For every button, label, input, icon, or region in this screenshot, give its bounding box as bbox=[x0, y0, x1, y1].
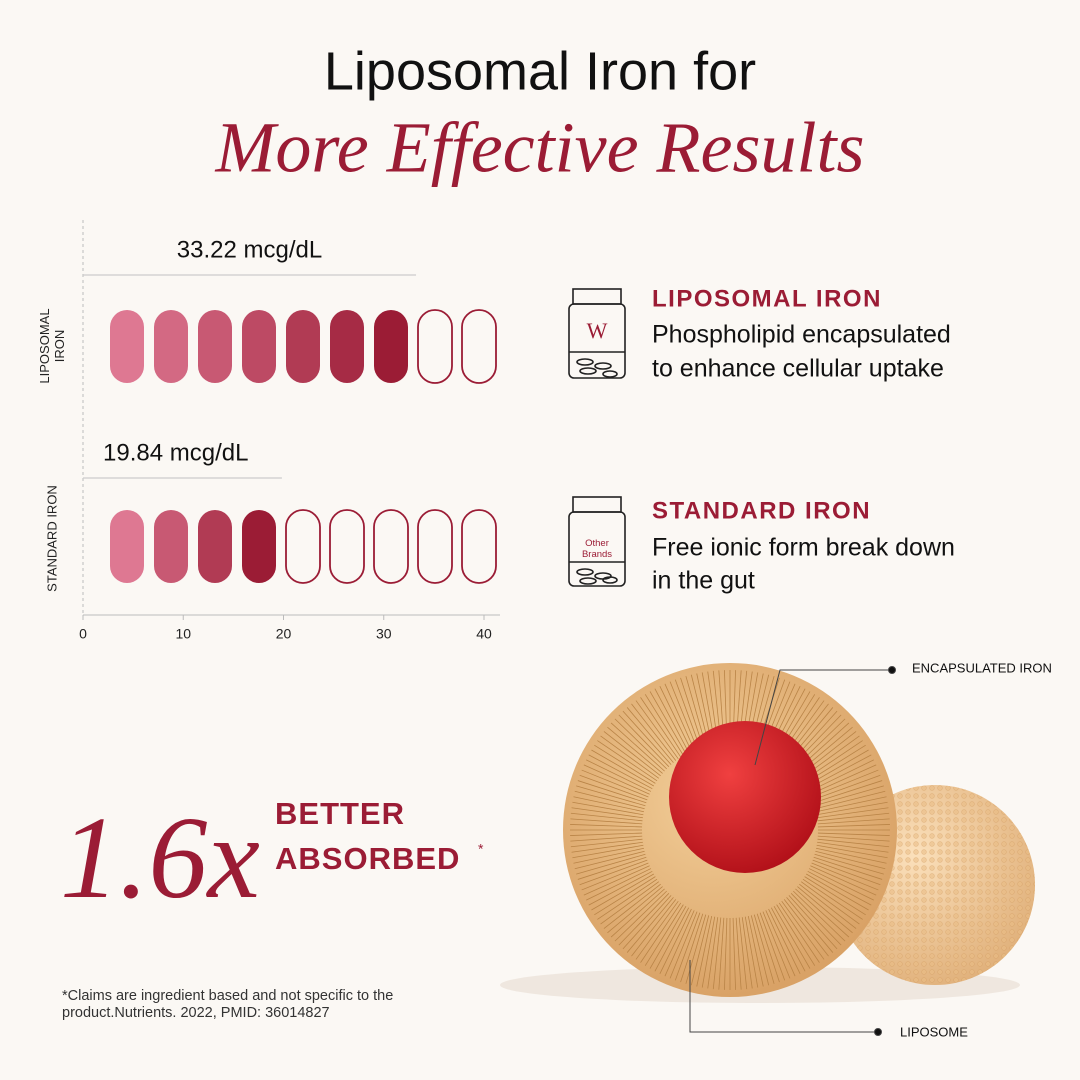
claim-text: ABSORBED bbox=[275, 841, 460, 876]
legend-text: to enhance cellular uptake bbox=[652, 355, 944, 383]
title: Liposomal Iron for bbox=[324, 41, 756, 101]
pill bbox=[461, 309, 497, 384]
claim-mark: * bbox=[478, 841, 484, 857]
pill bbox=[242, 310, 276, 383]
category-label: STANDARD IRON bbox=[44, 485, 60, 592]
footnote: product.Nutrients. 2022, PMID: 36014827 bbox=[62, 1005, 330, 1021]
legend-title: LIPOSOMAL IRON bbox=[652, 285, 882, 312]
bottle-icon bbox=[568, 288, 626, 587]
legend-text: Phospholipid encapsulated bbox=[652, 321, 951, 349]
x-tick-label: 40 bbox=[476, 626, 492, 642]
pill bbox=[286, 310, 320, 383]
x-tick-label: 10 bbox=[175, 626, 191, 642]
pill bbox=[110, 510, 144, 583]
pill bbox=[198, 510, 232, 583]
pill bbox=[329, 509, 365, 584]
claim-figure: 1.6x bbox=[60, 792, 260, 923]
pill bbox=[154, 510, 188, 583]
footnote: *Claims are ingredient based and not spe… bbox=[62, 988, 393, 1004]
callout-lines bbox=[689, 666, 896, 1036]
x-tick-label: 30 bbox=[376, 626, 392, 642]
pill bbox=[154, 310, 188, 383]
icon-text: Other Brands bbox=[581, 538, 613, 560]
pill bbox=[285, 509, 321, 584]
pill bbox=[417, 309, 453, 384]
callout-label: LIPOSOME bbox=[900, 1024, 968, 1039]
x-tick-label: 0 bbox=[79, 626, 87, 642]
legend-text: in the gut bbox=[652, 567, 755, 595]
legend-text: Free ionic form break down bbox=[652, 534, 955, 562]
subtitle: More Effective Results bbox=[214, 108, 864, 188]
pill bbox=[242, 510, 276, 583]
pill bbox=[198, 310, 232, 383]
pill bbox=[110, 310, 144, 383]
claim-text: BETTER bbox=[275, 796, 405, 831]
value-label: 33.22 mcg/dL bbox=[177, 236, 322, 263]
category-label: LIPOSOMAL IRON bbox=[37, 308, 67, 384]
pill bbox=[461, 509, 497, 584]
callout-label: ENCAPSULATED IRON bbox=[912, 660, 1052, 675]
pill bbox=[330, 310, 364, 383]
x-tick-label: 20 bbox=[276, 626, 292, 642]
pill bbox=[374, 310, 408, 383]
iron-core bbox=[669, 721, 821, 873]
value-label: 19.84 mcg/dL bbox=[103, 439, 248, 466]
icon-text: W bbox=[587, 318, 608, 343]
legend-title: STANDARD IRON bbox=[652, 497, 871, 524]
pill bbox=[373, 509, 409, 584]
pill bbox=[417, 509, 453, 584]
